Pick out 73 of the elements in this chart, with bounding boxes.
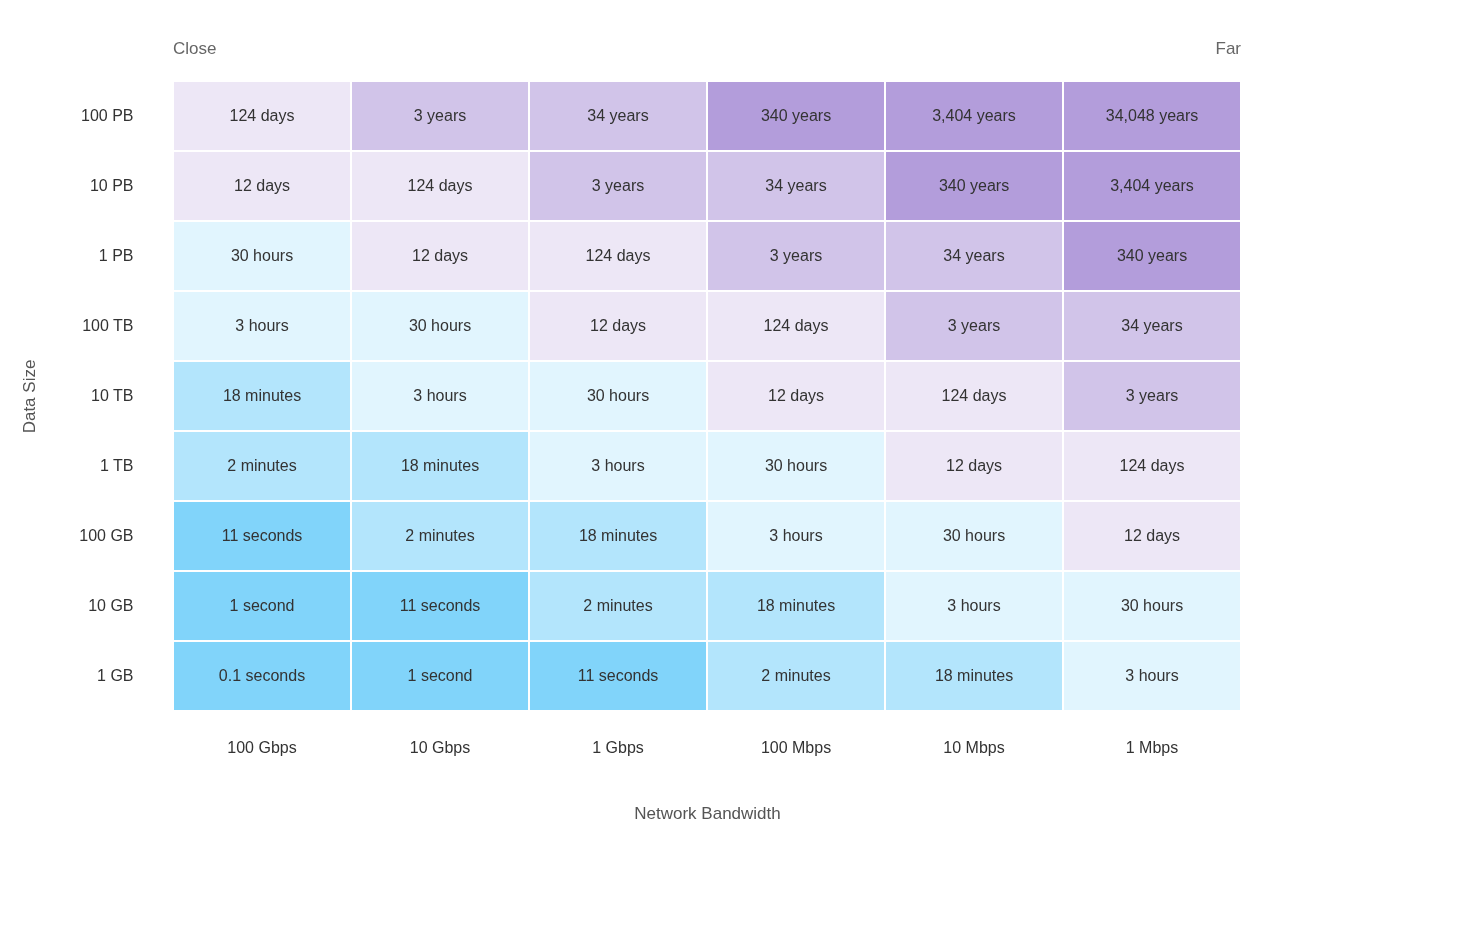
data-label: 12 days (945, 457, 1003, 474)
data-label: 3 hours (1125, 667, 1179, 684)
data-label: 12 days (767, 387, 825, 404)
data-label: 11 seconds (577, 667, 659, 684)
data-label: 124 days (941, 387, 1007, 404)
data-label: 3,404 years (1110, 177, 1194, 194)
data-label: 18 minutes (756, 597, 836, 614)
x-tick-label: 100 Mbps (760, 738, 832, 756)
y-tick-label: 10 GB (88, 597, 134, 614)
data-label: 11 seconds (221, 527, 303, 544)
data-label: 30 hours (764, 457, 828, 474)
x-tick-label: 10 Gbps (409, 738, 471, 756)
x-tick-label: 100 Gbps (227, 738, 297, 756)
data-label: 12 days (233, 177, 291, 194)
data-label: 30 hours (942, 527, 1006, 544)
data-label: 2 minutes (761, 667, 831, 684)
data-label: 1 second (407, 667, 473, 684)
data-label: 340 years (760, 107, 832, 124)
data-label: 124 days (407, 177, 473, 194)
data-label: 11 seconds (399, 597, 481, 614)
y-axis-title: Data Size (20, 359, 40, 434)
y-tick-label: 1 PB (98, 247, 134, 264)
data-label: 0.1 seconds (218, 667, 306, 684)
data-label: 2 minutes (583, 597, 653, 614)
data-label: 124 days (229, 107, 295, 124)
data-label: 2 minutes (227, 457, 297, 474)
y-tick-label: 10 TB (91, 387, 134, 404)
data-label: 3 hours (591, 457, 645, 474)
data-label: 2 minutes (405, 527, 475, 544)
y-tick-label: 10 PB (89, 177, 134, 194)
data-label: 34 years (587, 107, 649, 124)
data-label: 12 days (589, 317, 647, 334)
data-label: 340 years (1116, 247, 1188, 264)
data-label: 124 days (1119, 457, 1185, 474)
x-tick-label: 1 Gbps (592, 738, 644, 756)
data-label: 30 hours (1120, 597, 1184, 614)
y-tick-label: 100 PB (81, 107, 134, 124)
y-tick-label: 1 GB (97, 667, 134, 684)
data-label: 3 years (413, 107, 467, 124)
data-label: 30 hours (408, 317, 472, 334)
data-label: 3 years (947, 317, 1001, 334)
x-tick-label: 10 Mbps (943, 738, 1005, 756)
text: Far (1215, 39, 1242, 58)
y-tick-label: 1 TB (100, 457, 134, 474)
data-label: 30 hours (230, 247, 294, 264)
data-label: 3 years (1125, 387, 1179, 404)
y-tick-label: 100 TB (82, 317, 134, 334)
data-label: 12 days (411, 247, 469, 264)
data-label: 34 years (1121, 317, 1183, 334)
data-label: 3 years (591, 177, 645, 194)
data-label: 3,404 years (932, 107, 1016, 124)
data-label: 124 days (585, 247, 651, 264)
text: Close (173, 39, 217, 58)
data-label: 30 hours (586, 387, 650, 404)
x-axis-title: Network Bandwidth (634, 803, 781, 823)
data-label: 1 second (229, 597, 295, 614)
data-label: 18 minutes (400, 457, 480, 474)
data-label: 18 minutes (934, 667, 1014, 684)
data-label: 3 hours (769, 527, 823, 544)
data-label: 34 years (943, 247, 1005, 264)
data-label: 12 days (1123, 527, 1181, 544)
data-label: 3 hours (413, 387, 467, 404)
data-label: 340 years (938, 177, 1010, 194)
x-tick-label: 1 Mbps (1125, 738, 1179, 756)
y-tick-label: 100 GB (79, 527, 134, 544)
data-label: 3 years (769, 247, 823, 264)
data-label: 18 minutes (578, 527, 658, 544)
data-label: 34,048 years (1105, 107, 1199, 124)
data-label: 3 hours (235, 317, 289, 334)
data-label: 34 years (765, 177, 827, 194)
data-label: 18 minutes (222, 387, 302, 404)
data-label: 124 days (763, 317, 829, 334)
data-label: 3 hours (947, 597, 1001, 614)
